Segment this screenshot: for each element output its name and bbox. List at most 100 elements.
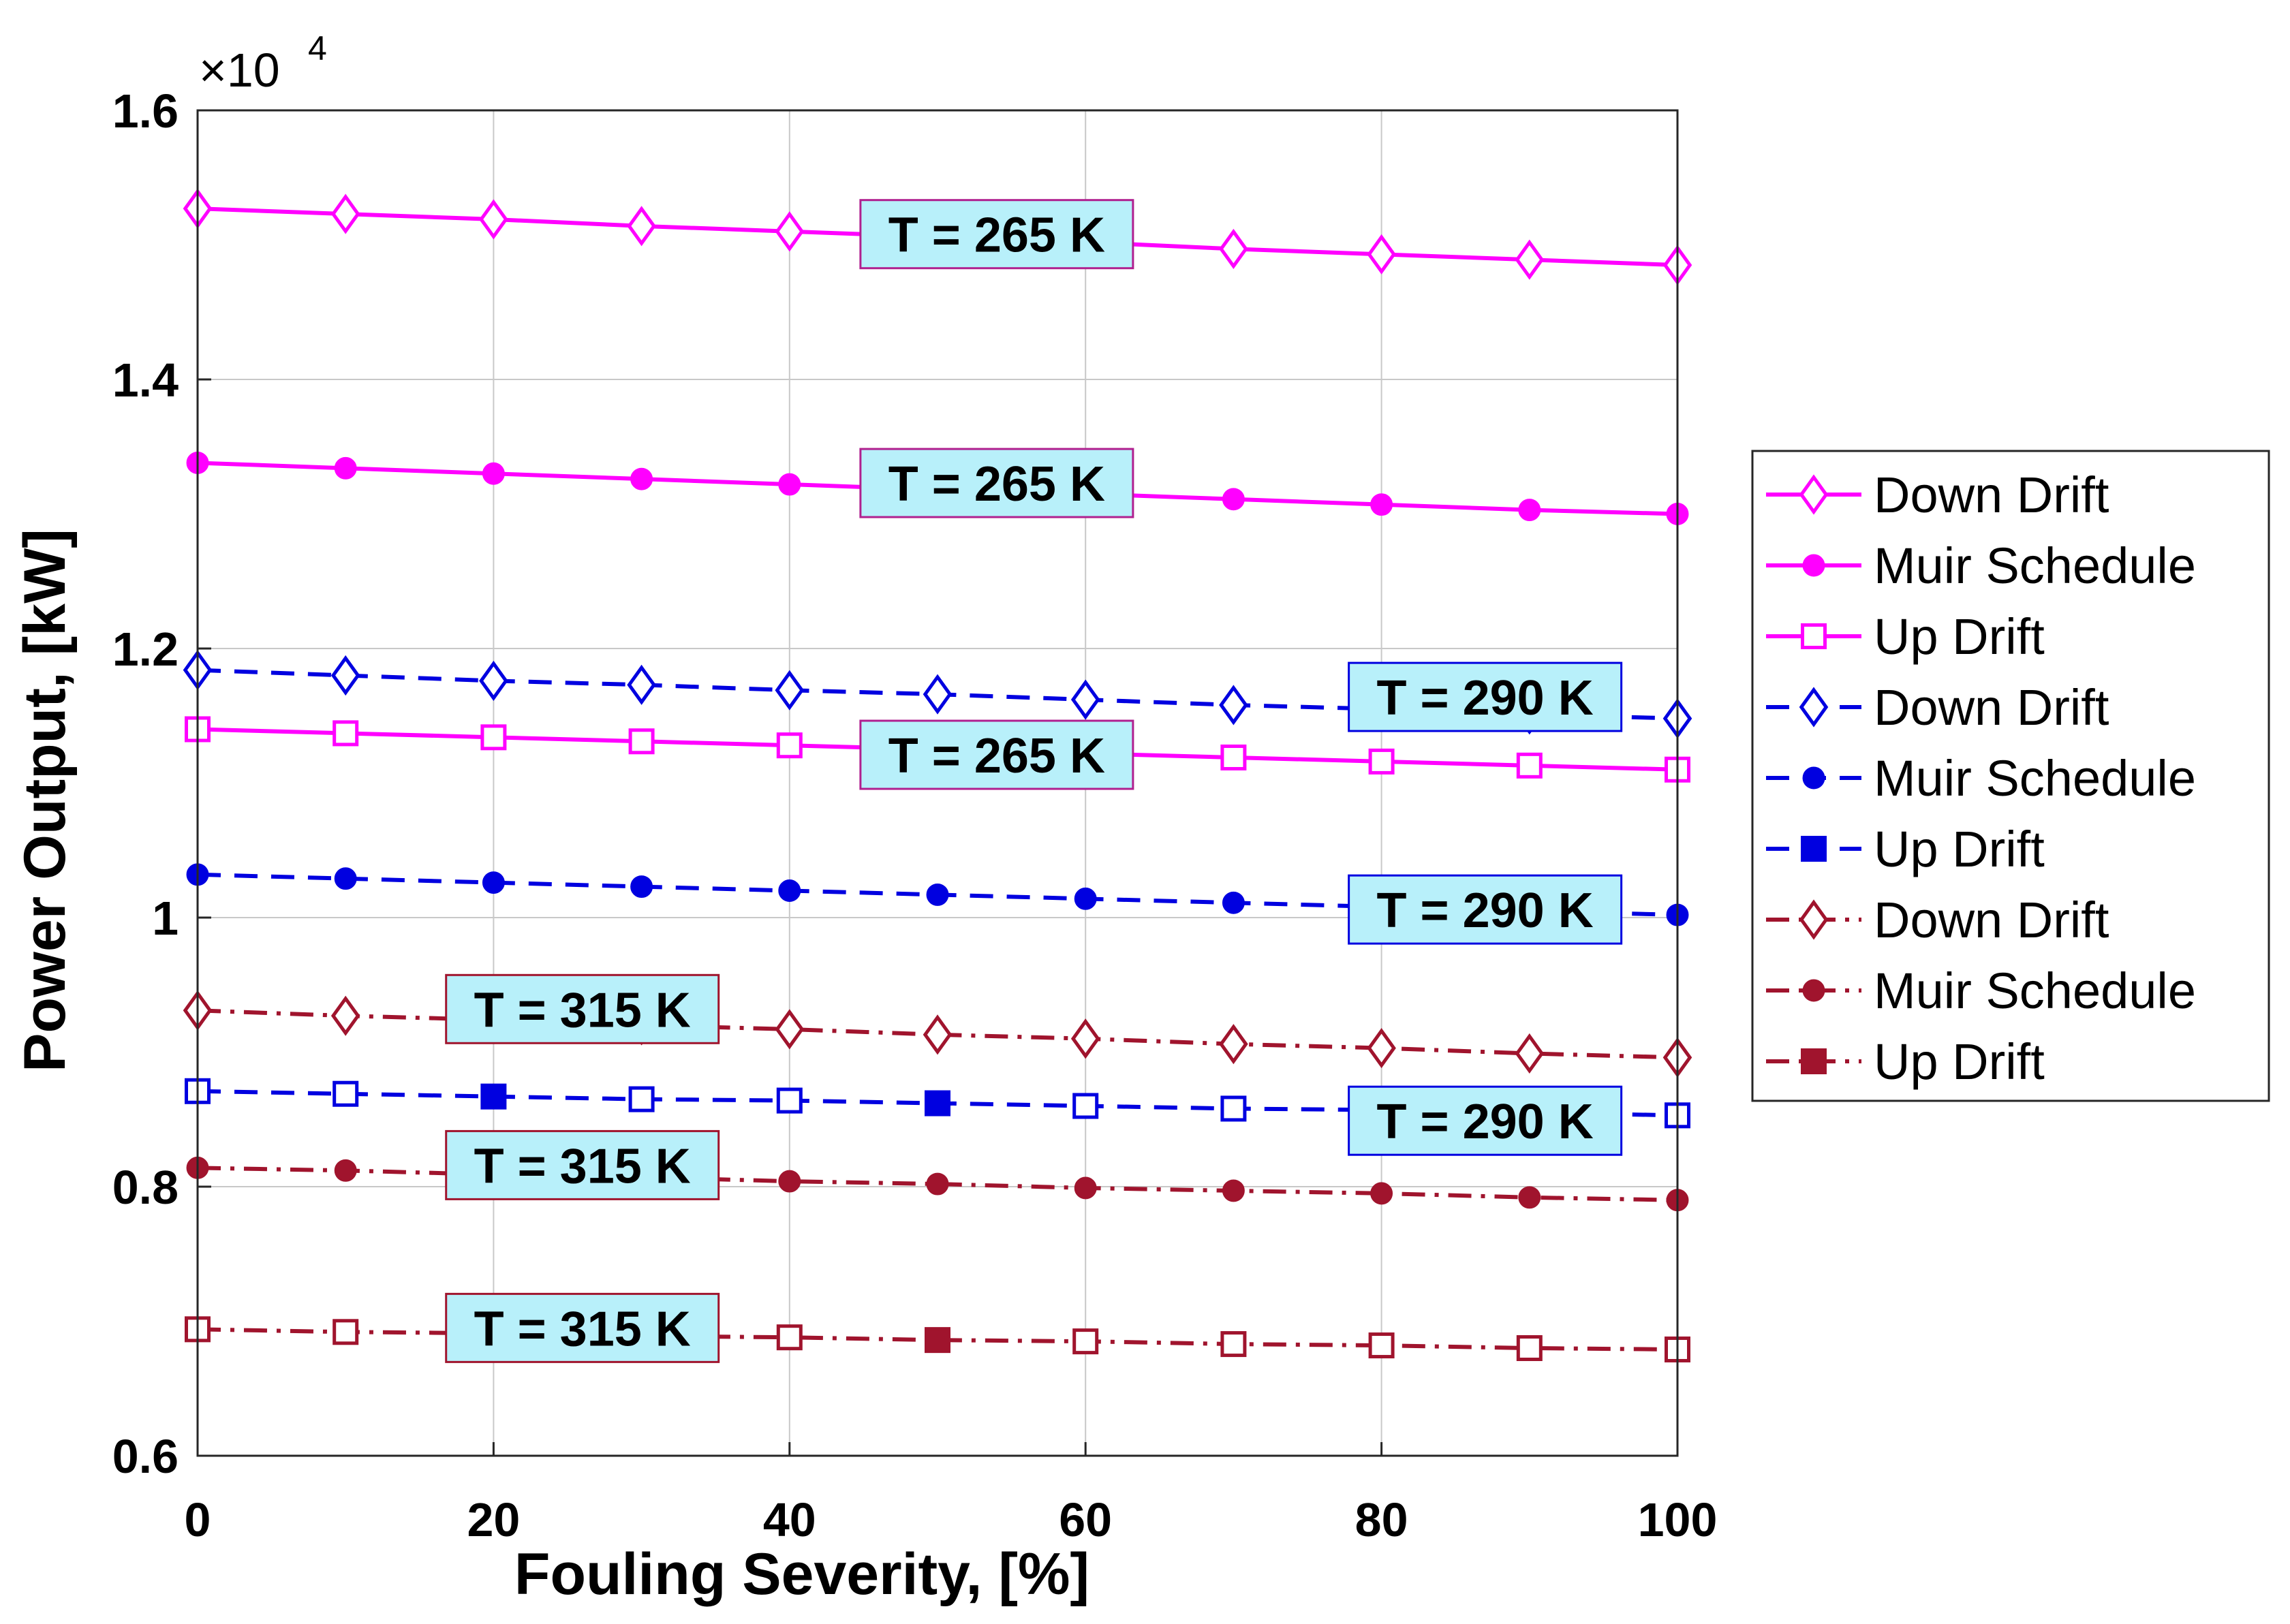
data-point (1072, 1328, 1099, 1355)
annotation-box (1348, 661, 1623, 732)
y-tick-label: 0.6 (112, 1430, 179, 1483)
data-point (1222, 488, 1245, 511)
annotation-label: T = 315 K (445, 1292, 720, 1363)
data-point (482, 871, 505, 894)
data-point (775, 1009, 805, 1050)
annotation-label: T = 290 K (1348, 874, 1623, 945)
y-tick-label: 1 (152, 892, 179, 945)
data-point (332, 1319, 359, 1345)
y-exponent-base: ×10 (199, 44, 280, 97)
annotation-text: T = 290 K (1377, 671, 1594, 725)
data-point (923, 674, 953, 715)
legend-marker (1802, 766, 1825, 790)
data-point (630, 875, 653, 899)
legend-box (1751, 450, 2270, 1102)
data-point (1072, 1093, 1099, 1119)
legend-label: Muir Schedule (1874, 750, 2196, 807)
legend-marker (1801, 1048, 1827, 1074)
y-tick-label: 1.2 (112, 623, 179, 676)
legend-marker (1799, 899, 1829, 940)
data-point (334, 456, 357, 480)
data-point (925, 1090, 950, 1116)
data-point (1219, 1024, 1248, 1065)
x-tick-label: 0 (185, 1493, 211, 1546)
legend-item: Up Drift (1766, 608, 2045, 665)
y-tick-label: 1.6 (112, 84, 179, 138)
legend-marker (1799, 687, 1829, 728)
series-down-drift (183, 990, 1692, 1078)
plot-frame (196, 109, 1679, 1457)
data-point (926, 883, 949, 906)
legend-marker (1802, 554, 1825, 577)
annotation-label: T = 265 K (859, 448, 1134, 518)
annotation-text: T = 290 K (1377, 1095, 1594, 1149)
x-axis: 0 20 40 60 80 100 (185, 1442, 1718, 1546)
data-point (1516, 752, 1543, 779)
legend-item: Muir Schedule (1766, 963, 2196, 1019)
data-point (627, 206, 656, 247)
data-point (1370, 493, 1393, 516)
annotation-text: T = 265 K (888, 208, 1105, 263)
data-point (778, 1170, 801, 1193)
data-point (1222, 891, 1245, 914)
annotation-text: T = 315 K (474, 1302, 691, 1356)
series-line (197, 1166, 1678, 1202)
annotation-text: T = 315 K (474, 1139, 691, 1193)
y-axis-title: Power Output, [kW] (12, 529, 78, 1072)
data-point (627, 664, 656, 705)
annotation-box (445, 973, 720, 1044)
legend-label: Up Drift (1874, 1033, 2045, 1090)
series-line (197, 1008, 1678, 1060)
y-axis-exponent: ×10 4 (199, 29, 327, 97)
data-point (1222, 1179, 1245, 1202)
data-point (334, 1159, 357, 1182)
legend-item: Down Drift (1766, 679, 2109, 736)
plot-area: T = 265 K T = 265 K T = 265 K T = 290 K T = … (183, 109, 1692, 1457)
data-point (776, 1324, 803, 1351)
legend-marker (1802, 979, 1825, 1002)
legend-item: Muir Schedule (1766, 750, 2196, 807)
data-point (1368, 748, 1395, 775)
x-tick-label: 40 (763, 1493, 816, 1546)
annotation-text: T = 265 K (888, 457, 1105, 512)
data-point (330, 655, 360, 696)
x-tick-label: 20 (467, 1493, 520, 1546)
data-point (334, 867, 357, 890)
data-point (1219, 685, 1248, 725)
legend-marker (1799, 474, 1829, 515)
legend-item: Down Drift (1766, 892, 2109, 948)
data-point (775, 211, 805, 252)
data-point (480, 1083, 507, 1110)
data-point (1070, 1018, 1100, 1059)
data-point (1368, 1332, 1395, 1359)
x-axis-title: Fouling Severity, [%] (514, 1542, 1089, 1607)
data-point (926, 1172, 949, 1196)
data-point (1220, 744, 1247, 770)
x-tick-label: 100 (1638, 1493, 1718, 1546)
data-point (1074, 887, 1097, 910)
legend-item: Up Drift (1766, 1033, 2045, 1090)
annotation-box (1348, 1085, 1623, 1156)
data-point (1074, 1176, 1097, 1200)
legend-marker (1801, 836, 1827, 862)
legend-label: Down Drift (1874, 679, 2109, 736)
legend-label: Up Drift (1874, 608, 2045, 665)
data-point (1219, 228, 1248, 270)
annotation-box (859, 448, 1134, 518)
data-point (1515, 1033, 1545, 1074)
data-point (1220, 1095, 1247, 1122)
annotation-label: T = 290 K (1348, 1085, 1623, 1156)
data-point (1515, 239, 1545, 280)
annotation-box (859, 719, 1134, 790)
data-point (482, 462, 505, 485)
data-point (330, 193, 360, 234)
annotation-text: T = 265 K (888, 729, 1105, 783)
y-axis: 0.6 0.8 1 1.2 1.4 1.6 (112, 84, 211, 1483)
x-tick-label: 60 (1059, 1493, 1112, 1546)
legend-item: Down Drift (1766, 467, 2109, 523)
data-point (330, 995, 360, 1036)
data-point (1367, 234, 1396, 275)
data-point (776, 732, 803, 759)
x-tick-label: 80 (1355, 1493, 1408, 1546)
